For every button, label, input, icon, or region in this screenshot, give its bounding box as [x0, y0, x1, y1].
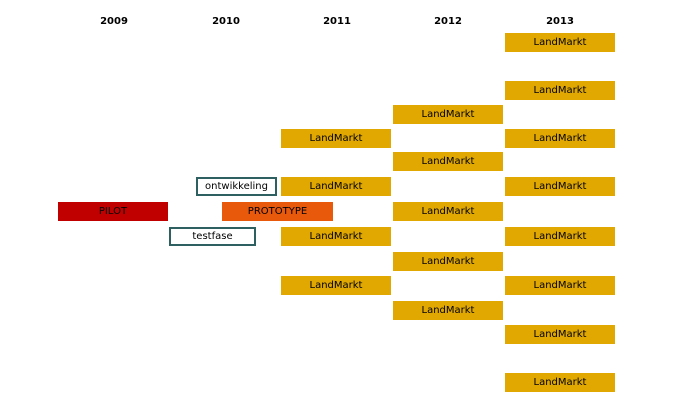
development-box: ontwikkeling	[196, 177, 277, 196]
prototype-bar: PROTOTYPE	[222, 202, 333, 221]
landmarkt-2012-4: LandMarkt	[393, 252, 503, 271]
landmarkt-2013-2: LandMarkt	[505, 81, 615, 100]
year-2009: 2009	[100, 16, 128, 27]
landmarkt-2013-8: LandMarkt	[505, 373, 615, 392]
landmarkt-2013-3: LandMarkt	[505, 129, 615, 148]
landmarkt-2012-3: LandMarkt	[393, 202, 503, 221]
landmarkt-2011-2: LandMarkt	[281, 177, 391, 196]
pilot-bar: PILOT	[58, 202, 168, 221]
landmarkt-2013-5: LandMarkt	[505, 227, 615, 246]
year-2013: 2013	[546, 16, 574, 27]
landmarkt-2011-4: LandMarkt	[281, 276, 391, 295]
year-2010: 2010	[212, 16, 240, 27]
year-2012: 2012	[434, 16, 462, 27]
landmarkt-2011-3: LandMarkt	[281, 227, 391, 246]
landmarkt-2012-5: LandMarkt	[393, 301, 503, 320]
landmarkt-2012-2: LandMarkt	[393, 152, 503, 171]
year-2011: 2011	[323, 16, 351, 27]
testing-box: testfase	[169, 227, 256, 246]
landmarkt-2011-1: LandMarkt	[281, 129, 391, 148]
landmarkt-2013-4: LandMarkt	[505, 177, 615, 196]
landmarkt-2013-6: LandMarkt	[505, 276, 615, 295]
landmarkt-2013-7: LandMarkt	[505, 325, 615, 344]
landmarkt-2013-1: LandMarkt	[505, 33, 615, 52]
landmarkt-2012-1: LandMarkt	[393, 105, 503, 124]
